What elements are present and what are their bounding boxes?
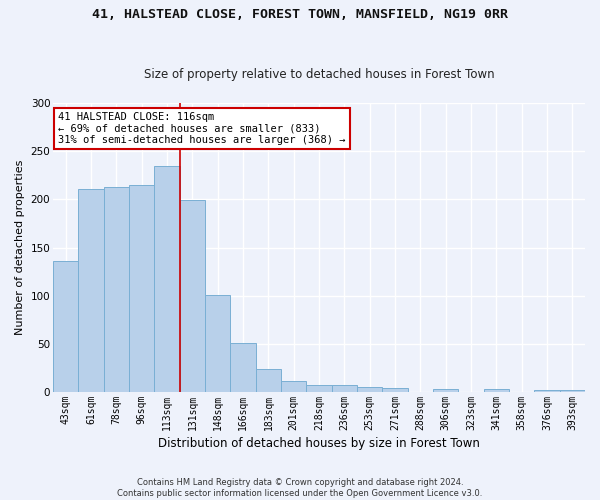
Bar — [129, 185, 154, 392]
Bar — [180, 200, 205, 392]
Bar — [307, 386, 332, 392]
Bar — [535, 390, 560, 392]
Bar — [230, 343, 256, 392]
Text: 41, HALSTEAD CLOSE, FOREST TOWN, MANSFIELD, NG19 0RR: 41, HALSTEAD CLOSE, FOREST TOWN, MANSFIE… — [92, 8, 508, 20]
Bar — [484, 389, 509, 392]
Bar — [79, 188, 104, 392]
Bar — [281, 382, 307, 392]
Bar — [560, 390, 585, 392]
Y-axis label: Number of detached properties: Number of detached properties — [15, 160, 25, 335]
Bar — [53, 261, 79, 392]
Bar — [332, 386, 357, 392]
Bar — [382, 388, 407, 392]
Bar — [205, 294, 230, 392]
Text: 41 HALSTEAD CLOSE: 116sqm
← 69% of detached houses are smaller (833)
31% of semi: 41 HALSTEAD CLOSE: 116sqm ← 69% of detac… — [58, 112, 346, 145]
Bar — [104, 187, 129, 392]
Text: Contains HM Land Registry data © Crown copyright and database right 2024.
Contai: Contains HM Land Registry data © Crown c… — [118, 478, 482, 498]
Bar — [357, 387, 382, 392]
X-axis label: Distribution of detached houses by size in Forest Town: Distribution of detached houses by size … — [158, 437, 480, 450]
Bar — [256, 369, 281, 392]
Title: Size of property relative to detached houses in Forest Town: Size of property relative to detached ho… — [144, 68, 494, 81]
Bar — [433, 389, 458, 392]
Bar — [154, 166, 180, 392]
